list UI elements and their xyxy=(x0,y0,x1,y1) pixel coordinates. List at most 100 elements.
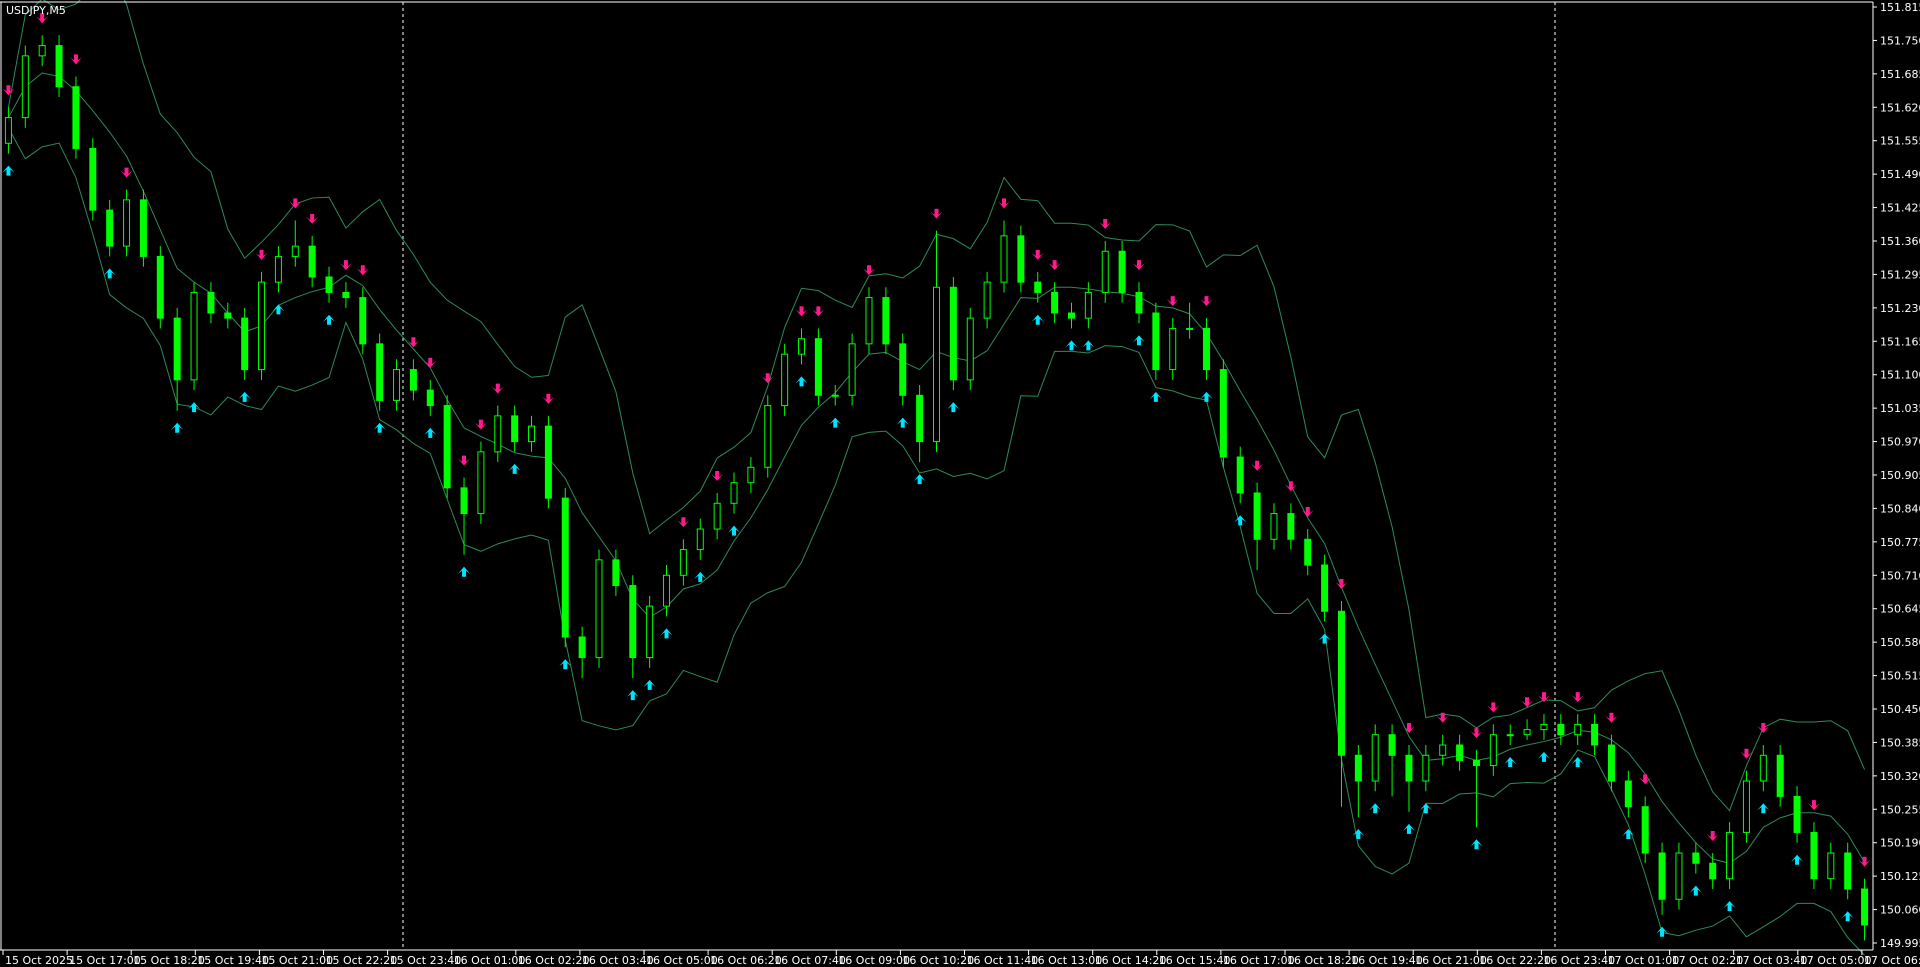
day-separators xyxy=(402,2,1556,950)
candle xyxy=(544,415,552,509)
candle xyxy=(1000,220,1008,293)
candle xyxy=(882,287,890,355)
time-tick-label: 15 Oct 22:20 xyxy=(326,954,398,967)
candle xyxy=(1709,853,1717,889)
candle-body xyxy=(882,297,890,345)
sell-arrow-icon xyxy=(1757,723,1770,733)
candle xyxy=(1742,770,1750,843)
candle xyxy=(1219,359,1227,468)
price-tick-label: 150.320 xyxy=(1880,770,1920,783)
candle-body xyxy=(1658,852,1666,900)
candle-body xyxy=(1118,250,1126,293)
price-tick-label: 150.710 xyxy=(1880,569,1920,582)
time-tick-label: 16 Oct 10:20 xyxy=(902,954,974,967)
candle-body xyxy=(798,338,806,355)
buy-arrow-icon xyxy=(559,659,572,670)
price-tick-label: 149.995 xyxy=(1880,937,1920,950)
candle-body xyxy=(679,549,687,576)
candle-body xyxy=(578,636,586,659)
candle-body xyxy=(544,425,552,499)
candle-body xyxy=(1523,729,1531,736)
candle-body xyxy=(966,317,974,381)
candle xyxy=(4,107,12,154)
candle xyxy=(1776,745,1784,807)
candle xyxy=(1591,714,1599,756)
buy-arrow-icon xyxy=(1352,829,1365,839)
candle-body xyxy=(1388,734,1396,756)
candle-body xyxy=(1574,723,1582,736)
buy-arrow-icon xyxy=(1082,340,1095,351)
sell-arrow-icon xyxy=(1166,296,1179,307)
candle-body xyxy=(1726,831,1734,880)
buy-arrow-icon xyxy=(829,417,842,428)
candle-body xyxy=(933,286,940,443)
time-tick-label: 17 Oct 01:00 xyxy=(1608,954,1680,967)
time-tick-label: 15 Oct 17:00 xyxy=(69,954,141,967)
sell-arrow-icon xyxy=(1251,460,1264,471)
candle xyxy=(578,626,586,679)
price-tick-label: 151.165 xyxy=(1880,335,1920,348)
sell-arrow-icon xyxy=(2,85,15,96)
price-tick-label: 150.190 xyxy=(1880,837,1920,850)
candle xyxy=(1422,745,1430,792)
buy-arrow-icon xyxy=(728,525,741,536)
buy-arrow-icon xyxy=(1757,803,1770,814)
candle xyxy=(1439,734,1447,766)
buy-arrow-icon xyxy=(2,165,15,176)
sell-arrow-icon xyxy=(795,306,808,317)
candle xyxy=(156,246,164,329)
candle-body xyxy=(224,312,232,319)
candle xyxy=(1253,482,1261,571)
candle-body xyxy=(1321,564,1329,612)
price-tick-label: 150.255 xyxy=(1880,803,1920,816)
sell-arrow-icon xyxy=(997,198,1010,209)
candle-body xyxy=(1827,852,1835,880)
candle-body xyxy=(1692,852,1700,864)
candle-body xyxy=(139,199,147,257)
price-tick-label: 151.100 xyxy=(1880,369,1920,382)
sell-arrow-icon xyxy=(306,213,319,224)
candle-body xyxy=(1540,723,1548,731)
candle-body xyxy=(308,245,316,278)
candle xyxy=(1287,503,1295,550)
buy-arrow-icon xyxy=(1622,829,1635,839)
candle xyxy=(1118,241,1126,303)
candle xyxy=(139,189,147,267)
candle-body xyxy=(258,281,266,371)
candle-body xyxy=(359,297,367,345)
sell-arrow-icon xyxy=(491,383,504,394)
candle xyxy=(1759,745,1767,792)
price-tick-label: 151.620 xyxy=(1880,101,1920,114)
candle xyxy=(1034,271,1042,303)
time-tick-label: 16 Oct 23:40 xyxy=(1543,954,1615,967)
candle xyxy=(933,230,940,452)
candle xyxy=(1607,734,1615,792)
sell-arrow-icon xyxy=(255,249,268,260)
buy-arrow-icon xyxy=(1402,823,1415,834)
candle xyxy=(1472,750,1480,828)
candle-body xyxy=(1422,754,1430,782)
candle xyxy=(1523,719,1531,740)
candle-body xyxy=(1236,456,1244,494)
candle-body xyxy=(1337,610,1345,756)
candle xyxy=(814,328,822,406)
symbol-title: USDJPY,M5 xyxy=(6,4,66,17)
candle xyxy=(1405,745,1413,812)
buy-arrow-icon xyxy=(947,402,960,413)
candle-body xyxy=(123,199,131,247)
candle-body xyxy=(1675,852,1683,900)
candle-body xyxy=(72,86,80,149)
sell-arrow-icon xyxy=(1099,219,1112,229)
candle-body xyxy=(376,343,384,401)
buy-arrow-icon xyxy=(1689,885,1702,896)
sell-arrow-icon xyxy=(1335,579,1348,589)
candle xyxy=(831,385,839,406)
candle-body xyxy=(730,482,738,504)
candle xyxy=(308,235,316,288)
candle-body xyxy=(1624,780,1632,808)
candle-body xyxy=(528,425,536,443)
candle xyxy=(1456,734,1464,771)
candle-body xyxy=(173,317,181,381)
candle-body xyxy=(1456,744,1464,761)
